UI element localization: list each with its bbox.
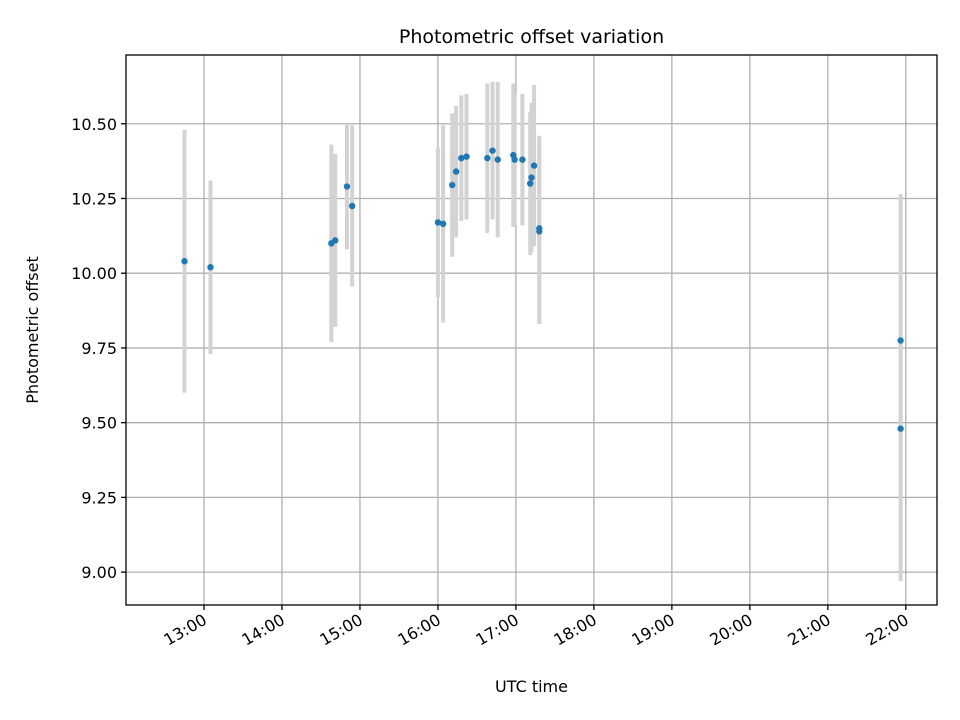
x-tick-label: 21:00 — [784, 610, 833, 650]
chart-title: Photometric offset variation — [399, 26, 664, 48]
data-point — [332, 237, 339, 244]
y-tick-label: 9.75 — [81, 339, 117, 358]
data-points — [181, 147, 904, 432]
data-point — [897, 425, 904, 432]
x-tick-label: 15:00 — [317, 610, 366, 650]
y-axis-label: Photometric offset — [23, 256, 42, 404]
y-tick-label: 9.50 — [81, 414, 117, 433]
data-point — [484, 154, 491, 162]
data-point — [181, 258, 188, 265]
plot-frame — [125, 54, 938, 606]
x-tick-label: 18:00 — [550, 610, 599, 650]
data-point — [343, 183, 351, 190]
data-point — [530, 162, 538, 169]
data-point — [207, 264, 214, 271]
data-point — [434, 219, 442, 226]
x-tick-label: 13:00 — [161, 610, 210, 650]
data-point — [452, 168, 460, 175]
data-point — [897, 337, 904, 344]
x-tick-label: 22:00 — [862, 610, 911, 650]
data-point — [458, 154, 465, 162]
x-tick-label: 17:00 — [472, 610, 521, 650]
data-point — [489, 147, 496, 154]
x-tick-label: 16:00 — [394, 610, 443, 650]
y-tick-label: 10.25 — [71, 189, 117, 208]
data-point — [527, 180, 534, 187]
data-point — [536, 225, 543, 232]
data-point — [348, 202, 356, 210]
data-point — [519, 156, 526, 163]
x-tick-label: 20:00 — [706, 610, 755, 650]
data-point — [439, 220, 447, 228]
y-tick-label: 9.00 — [81, 563, 117, 582]
data-point — [449, 181, 456, 189]
x-tick-label: 14:00 — [239, 610, 288, 650]
y-tick-label: 10.50 — [71, 115, 117, 134]
x-axis-label: UTC time — [495, 677, 568, 696]
x-tick-label: 19:00 — [628, 610, 677, 650]
error-bars — [182, 81, 903, 582]
y-tick-label: 10.00 — [71, 264, 117, 283]
data-point — [463, 153, 470, 160]
data-point — [511, 156, 518, 163]
y-tick-label: 9.25 — [81, 488, 117, 507]
data-point — [494, 156, 501, 163]
data-point — [528, 174, 535, 181]
